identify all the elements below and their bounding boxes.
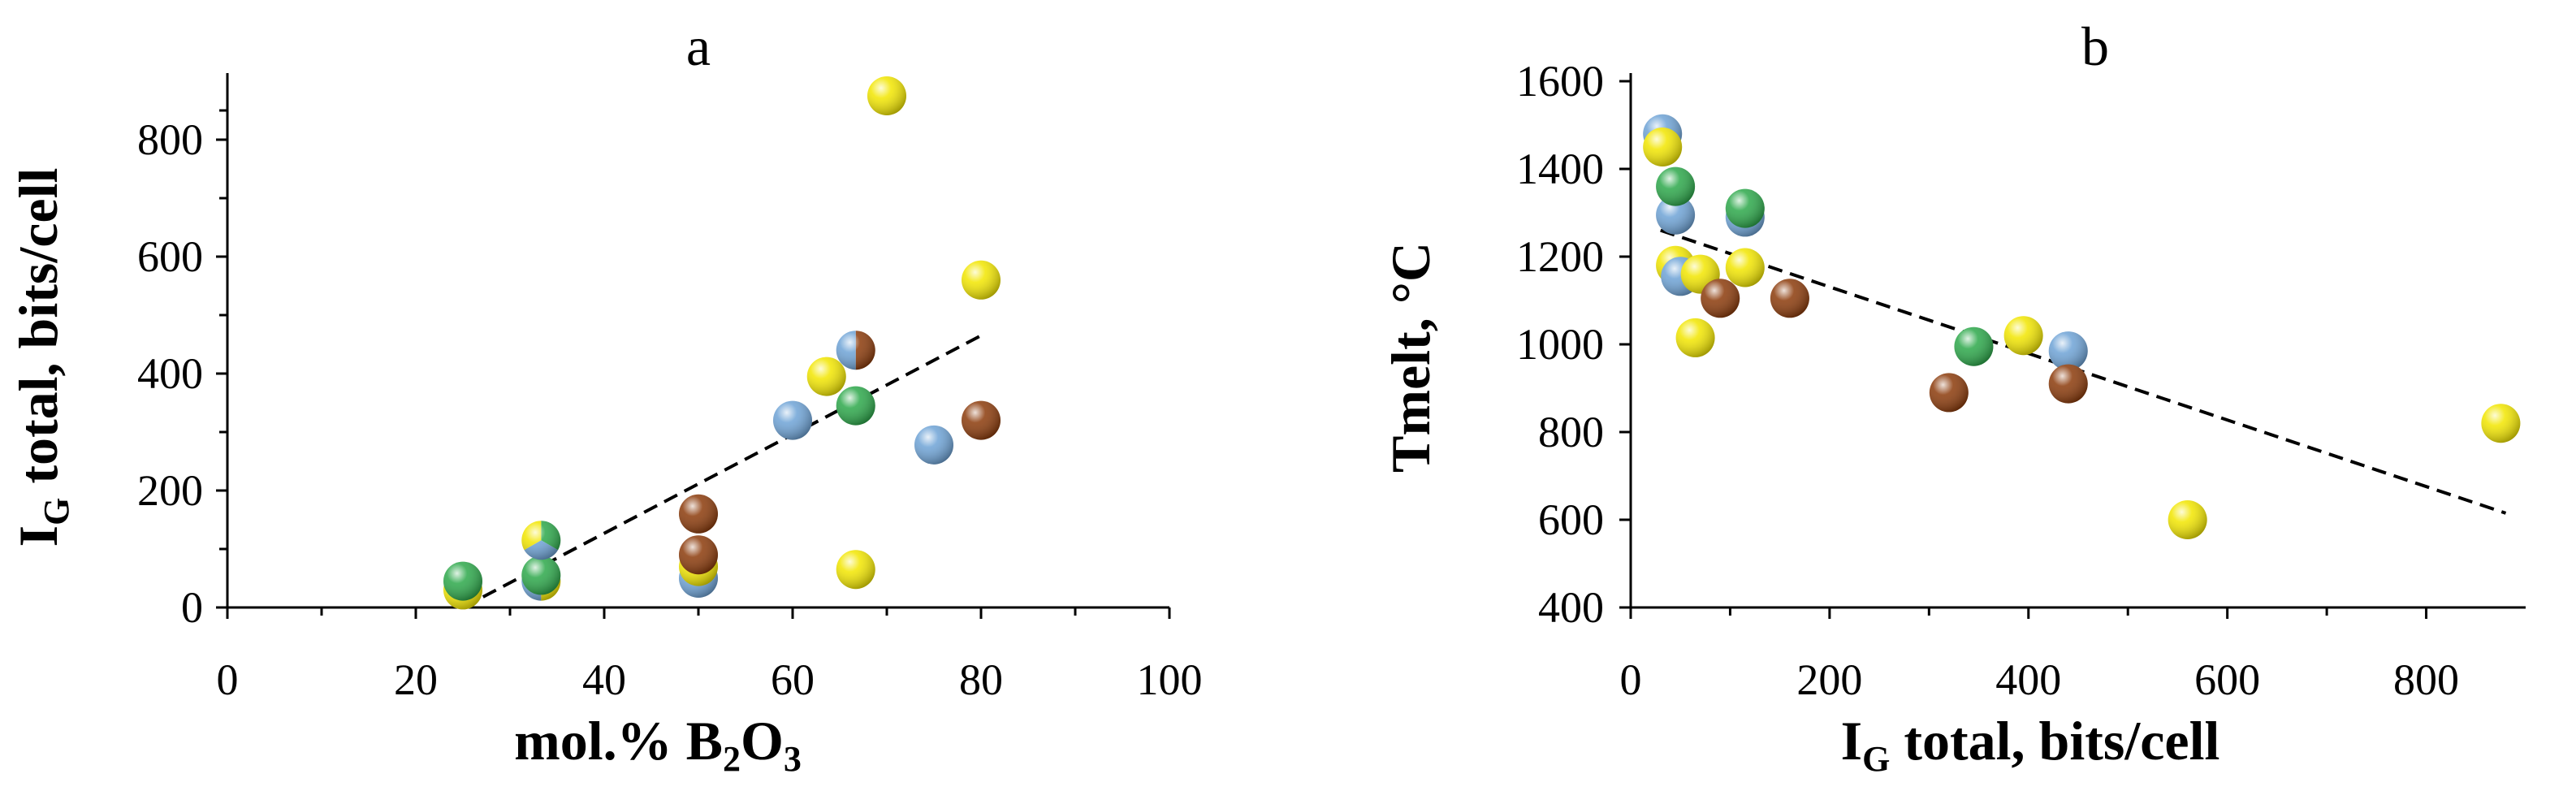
data-point [836,550,875,590]
panel-title-a: a [686,15,711,77]
data-point [2481,404,2521,443]
y-axis-label: IG total, bits/cell [7,168,76,547]
data-point [1770,279,1809,318]
data-point [1656,195,1696,235]
y-tick-label: 800 [137,115,203,164]
x-tick-label: 80 [959,655,1003,704]
y-tick-label: 1000 [1516,320,1604,369]
data-point [1656,166,1696,206]
y-tick-label: 600 [137,232,203,281]
data-point [1675,318,1715,357]
data-point [962,260,1001,300]
x-tick-label: 400 [1995,655,2061,704]
data-point [1725,248,1765,287]
x-tick-label: 800 [2393,655,2459,704]
data-point [1643,128,1683,166]
y-tick-label: 200 [137,466,203,515]
x-tick-label: 40 [582,655,626,704]
data-point [1929,373,1969,413]
panel-title-b: b [2081,15,2109,77]
data-point [521,555,561,595]
data-point [521,521,561,560]
data-point [443,561,482,601]
x-tick-label: 0 [217,655,239,704]
y-tick-label: 600 [1538,495,1604,544]
data-point [962,400,1001,440]
data-point [2003,316,2043,356]
data-point [2048,364,2088,404]
y-tick-label: 1200 [1516,232,1604,281]
y-tick-label: 800 [1538,408,1604,456]
x-axis-label: IG total, bits/cell [1841,710,2220,779]
data-point [1954,326,1994,366]
x-tick-label: 600 [2194,655,2260,704]
data-point [679,535,718,575]
y-tick-label: 1400 [1516,145,1604,193]
data-point [1701,279,1740,318]
panel-a: a 0 20 40 60 80 100 0 200 400 600 800 mol.% B2O3 IG t… [7,15,1203,779]
data-point [1725,188,1765,228]
x-tick-label: 0 [1620,655,1642,704]
x-tick-label: 100 [1137,655,1203,704]
data-point [836,331,875,370]
data-point [2048,331,2088,371]
panel-b: b 0 200 400 600 800 400 600 800 1000 1200 1400 1600 I… [1380,15,2526,779]
y-tick-label: 1600 [1516,57,1604,106]
data-point [2168,500,2207,539]
data-point [836,386,875,426]
y-axis-label: Tmelt, °C [1380,242,1441,473]
x-tick-label: 60 [771,655,815,704]
data-point [914,425,953,465]
y-tick-label: 400 [1538,583,1604,632]
y-tick-label: 0 [181,583,203,632]
x-tick-label: 200 [1796,655,1862,704]
data-point [867,76,906,115]
data-point [806,357,846,396]
y-tick-label: 400 [137,349,203,398]
data-point [773,400,812,440]
x-tick-label: 20 [394,655,438,704]
x-axis-label: mol.% B2O3 [514,710,802,779]
data-point [679,494,718,534]
